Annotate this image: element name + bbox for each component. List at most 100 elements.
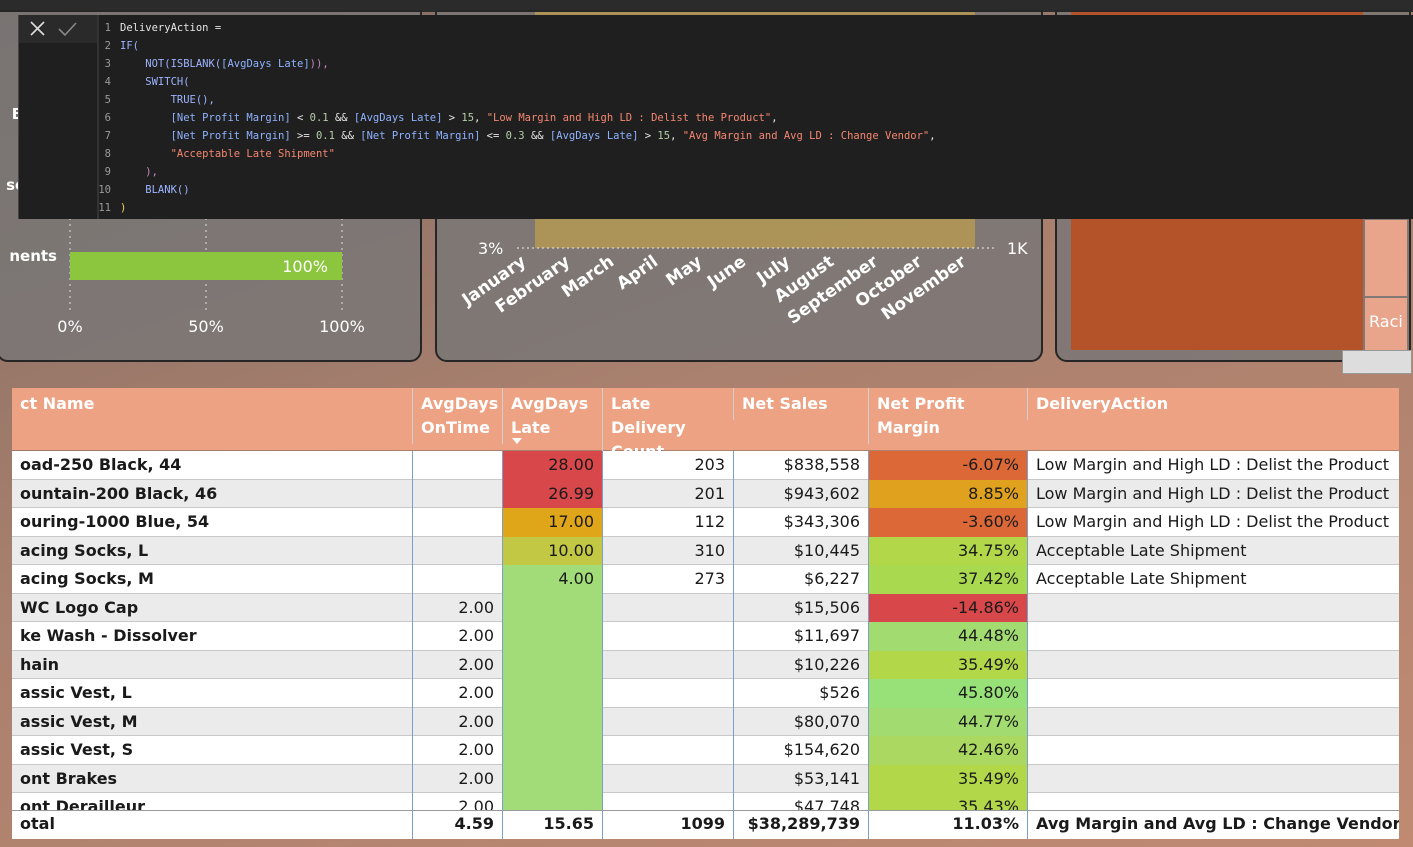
month-label: April: [613, 252, 662, 294]
x-tick-label: 100%: [319, 317, 365, 336]
table-cell: 273: [602, 565, 733, 594]
row-header: assic Vest, L: [12, 679, 412, 708]
line-number: 7: [97, 127, 111, 145]
row-header: assic Vest, S: [12, 736, 412, 765]
row-header: acing Socks, M: [12, 565, 412, 594]
row-header: oad-250 Black, 44: [12, 451, 412, 480]
table-cell: $80,070: [733, 708, 868, 737]
total-cell: 11.03%: [868, 810, 1027, 839]
total-cell: $38,289,739: [733, 810, 868, 839]
row-header: hain: [12, 651, 412, 680]
code-token: 0.3: [506, 130, 525, 142]
table-cell: [502, 679, 602, 708]
table-cell: 2.00: [412, 708, 502, 737]
code-token: 0.1: [310, 112, 329, 124]
code-token: >=: [291, 130, 316, 142]
line-number: 5: [97, 91, 111, 109]
table-cell: 44.48%: [868, 622, 1027, 651]
table-cell: $10,226: [733, 651, 868, 680]
code-token: ,: [474, 112, 487, 124]
row-header: ont Brakes: [12, 765, 412, 794]
code-token: [Net Profit Margin]: [360, 130, 480, 142]
table-cell: [412, 451, 502, 480]
code-token: "Low Margin and High LD : Delist the Pro…: [487, 112, 771, 124]
table-cell: 8.85%: [868, 480, 1027, 509]
table-cell: 34.75%: [868, 537, 1027, 566]
code-token: IF(: [120, 40, 139, 52]
code-token: [AvgDays Late]: [221, 58, 310, 70]
table-cell: [412, 480, 502, 509]
code-line: DeliveryAction =: [120, 19, 221, 37]
table-cell: 2.00: [412, 622, 502, 651]
table-cell: $526: [733, 679, 868, 708]
code-token: 0.1: [316, 130, 335, 142]
table-cell: 2.00: [412, 651, 502, 680]
code-token: >: [442, 112, 461, 124]
code-token: DeliveryAction =: [120, 22, 221, 34]
table-cell: $47,748: [733, 793, 868, 810]
code-token: ,: [929, 130, 935, 142]
table-cell: [502, 594, 602, 623]
drill-controls[interactable]: [1342, 350, 1412, 374]
table-cell: 2.00: [412, 679, 502, 708]
table-cell: $6,227: [733, 565, 868, 594]
table-cell: Low Margin and High LD : Delist the Prod…: [1027, 480, 1399, 509]
code-token: [Net Profit Margin]: [120, 130, 291, 142]
table-cell: $154,620: [733, 736, 868, 765]
table-cell: -14.86%: [868, 594, 1027, 623]
table-cell: [1027, 765, 1399, 794]
table-cell: [502, 708, 602, 737]
table-cell: -3.60%: [868, 508, 1027, 537]
table-cell: 44.77%: [868, 708, 1027, 737]
table-cell: -6.07%: [868, 451, 1027, 480]
table-cell: 17.00: [502, 508, 602, 537]
row-header: assic Vest, M: [12, 708, 412, 737]
treemap-tile: Raci: [1365, 298, 1407, 350]
row-header: ke Wash - Dissolver: [12, 622, 412, 651]
table-visual: ct NameAvgDays OnTimeAvgDays LateLate De…: [12, 388, 1399, 839]
total-cell: 15.65: [502, 810, 602, 839]
table-cell: 28.00: [502, 451, 602, 480]
table-cell: [1027, 622, 1399, 651]
line-number: 1: [97, 19, 111, 37]
table-cell: 4.00: [502, 565, 602, 594]
axis-label: 3%: [478, 239, 503, 258]
table-cell: 203: [602, 451, 733, 480]
table-cell: 35.43%: [868, 793, 1027, 810]
code-line: ),: [120, 163, 158, 181]
table-cell: $11,697: [733, 622, 868, 651]
table-cell: 42.46%: [868, 736, 1027, 765]
table-cell: [502, 736, 602, 765]
table-cell: $943,602: [733, 480, 868, 509]
total-cell: 4.59: [412, 810, 502, 839]
table-cell: 2.00: [412, 594, 502, 623]
code-line: "Acceptable Late Shipment": [120, 145, 335, 163]
table-cell: 2.00: [412, 793, 502, 810]
table-cell: 112: [602, 508, 733, 537]
table-cell: [602, 651, 733, 680]
table-cell: 10.00: [502, 537, 602, 566]
table-cell: [1027, 594, 1399, 623]
x-tick-label: 50%: [188, 317, 224, 336]
code-token: [AvgDays Late]: [550, 130, 639, 142]
code-token: [AvgDays Late]: [354, 112, 443, 124]
code-token: ,: [771, 112, 777, 124]
row-header: ountain-200 Black, 46: [12, 480, 412, 509]
table-cell: [602, 594, 733, 623]
bar-label: 100%: [282, 257, 328, 276]
formula-buttons[interactable]: [19, 15, 99, 45]
code-line: BLANK(): [120, 181, 190, 199]
treemap-label: Raci: [1369, 312, 1403, 331]
code-token: &&: [525, 130, 550, 142]
table-cell: $10,445: [733, 537, 868, 566]
code-token: )),: [310, 58, 329, 70]
table-cell: 201: [602, 480, 733, 509]
code-token: [Net Profit Margin]: [120, 112, 291, 124]
table-cell: [502, 622, 602, 651]
table-cell: 35.49%: [868, 765, 1027, 794]
line-number: 11: [97, 199, 111, 217]
code-line: [Net Profit Margin] >= 0.1 && [Net Profi…: [120, 127, 936, 145]
code-token: <=: [480, 130, 505, 142]
line-number: 3: [97, 55, 111, 73]
table-cell: $15,506: [733, 594, 868, 623]
